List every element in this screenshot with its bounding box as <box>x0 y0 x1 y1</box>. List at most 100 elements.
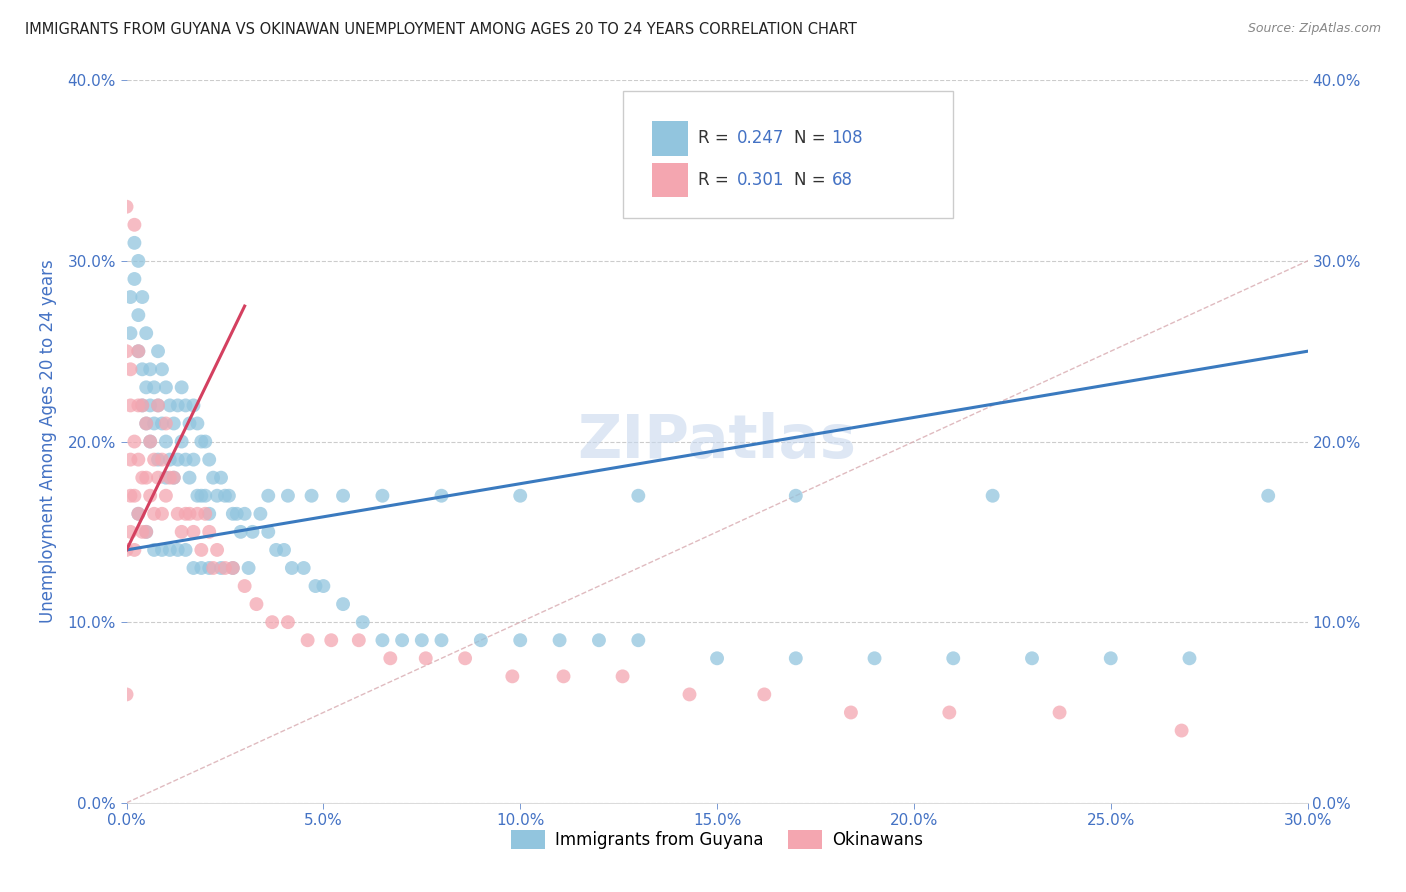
Point <box>150 452 173 467</box>
Point <box>124 218 146 232</box>
Point <box>135 380 157 394</box>
Point <box>150 542 173 557</box>
Point <box>166 542 188 557</box>
Point <box>127 507 149 521</box>
Point <box>135 524 157 539</box>
Point <box>1170 723 1192 738</box>
Point <box>1257 489 1279 503</box>
Point <box>194 434 217 449</box>
Point <box>143 542 166 557</box>
Point <box>222 561 245 575</box>
Point <box>124 542 146 557</box>
Point <box>863 651 886 665</box>
Point <box>588 633 610 648</box>
Point <box>174 452 197 467</box>
Point <box>222 507 245 521</box>
Point <box>242 524 264 539</box>
Point <box>839 706 862 720</box>
Point <box>135 326 157 340</box>
Point <box>454 651 477 665</box>
Point <box>548 633 571 648</box>
Point <box>371 489 394 503</box>
Point <box>183 398 205 412</box>
Point <box>186 507 208 521</box>
Point <box>115 200 138 214</box>
Point <box>159 471 181 485</box>
Point <box>179 417 201 431</box>
Point <box>277 615 299 630</box>
Point <box>198 452 221 467</box>
Point <box>257 524 280 539</box>
Point <box>183 524 205 539</box>
Point <box>214 489 236 503</box>
Point <box>312 579 335 593</box>
Point <box>131 398 153 412</box>
FancyBboxPatch shape <box>652 121 688 156</box>
Point <box>785 651 807 665</box>
Point <box>120 326 142 340</box>
Point <box>159 398 181 412</box>
Point <box>143 380 166 394</box>
Point <box>245 597 267 611</box>
Point <box>120 489 142 503</box>
Point <box>135 417 157 431</box>
Point <box>183 561 205 575</box>
Point <box>332 597 354 611</box>
Point <box>233 579 256 593</box>
Point <box>131 471 153 485</box>
Point <box>146 344 169 359</box>
Point <box>304 579 326 593</box>
Text: R =: R = <box>699 171 734 189</box>
Text: 0.247: 0.247 <box>737 129 785 147</box>
Point <box>190 489 212 503</box>
Point <box>166 452 188 467</box>
Point <box>1178 651 1201 665</box>
Point <box>627 633 650 648</box>
Point <box>155 380 177 394</box>
Point <box>124 489 146 503</box>
Point <box>170 434 193 449</box>
Point <box>115 687 138 701</box>
Point <box>785 489 807 503</box>
Point <box>135 417 157 431</box>
Point <box>942 651 965 665</box>
Point <box>155 489 177 503</box>
Point <box>1099 651 1122 665</box>
Legend: Immigrants from Guyana, Okinawans: Immigrants from Guyana, Okinawans <box>505 823 929 856</box>
Point <box>135 524 157 539</box>
Point <box>470 633 492 648</box>
Point <box>209 561 232 575</box>
Point <box>371 633 394 648</box>
Point <box>163 471 186 485</box>
Point <box>139 434 162 449</box>
Point <box>131 290 153 304</box>
Point <box>127 254 149 268</box>
Point <box>981 489 1004 503</box>
Point <box>155 417 177 431</box>
Point <box>264 542 287 557</box>
Point <box>131 398 153 412</box>
Point <box>174 507 197 521</box>
Point <box>124 235 146 250</box>
Point <box>115 344 138 359</box>
Point <box>198 561 221 575</box>
Point <box>166 398 188 412</box>
Point <box>143 507 166 521</box>
Point <box>214 561 236 575</box>
Point <box>257 489 280 503</box>
Point <box>150 362 173 376</box>
Point <box>209 471 232 485</box>
Point <box>159 542 181 557</box>
Point <box>218 489 240 503</box>
Text: 68: 68 <box>831 171 852 189</box>
Point <box>183 452 205 467</box>
Point <box>174 398 197 412</box>
Point <box>179 507 201 521</box>
Point <box>1021 651 1043 665</box>
Point <box>146 452 169 467</box>
Point <box>281 561 304 575</box>
FancyBboxPatch shape <box>652 162 688 197</box>
Point <box>155 471 177 485</box>
Point <box>139 362 162 376</box>
Point <box>120 452 142 467</box>
